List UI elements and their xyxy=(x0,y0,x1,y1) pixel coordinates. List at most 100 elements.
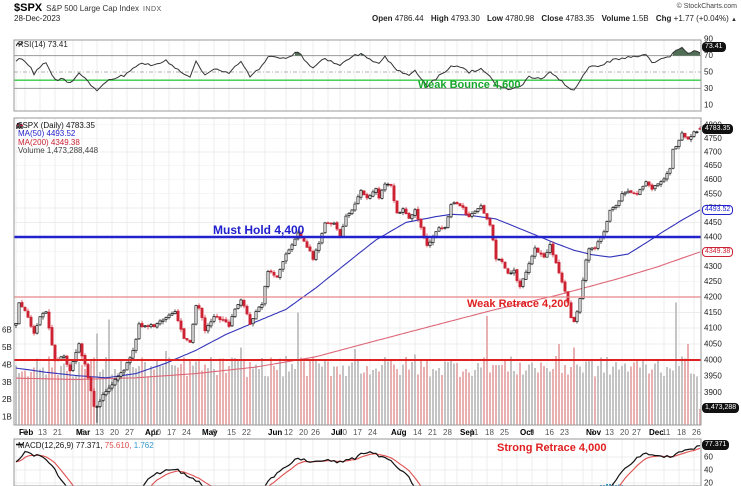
svg-text:22: 22 xyxy=(242,428,251,437)
svg-text:8: 8 xyxy=(212,428,217,437)
svg-text:11: 11 xyxy=(470,428,479,437)
svg-text:11: 11 xyxy=(662,428,671,437)
ma200-line xyxy=(15,251,701,380)
svg-text:4600: 4600 xyxy=(704,175,722,184)
svg-text:21: 21 xyxy=(53,428,62,437)
svg-text:20: 20 xyxy=(110,428,119,437)
price-legend: $SPX (Daily) 4783.35 MA(50) 4493.52 MA(2… xyxy=(16,121,98,156)
svg-text:13: 13 xyxy=(95,428,104,437)
header: $SPX S&P 500 Large Cap Index INDX xyxy=(14,2,162,14)
svg-text:Feb: Feb xyxy=(19,428,33,437)
svg-text:4400: 4400 xyxy=(704,233,722,242)
macd-line xyxy=(15,445,701,486)
svg-text:4550: 4550 xyxy=(704,189,722,198)
svg-text:May: May xyxy=(202,428,218,437)
symbol-name: S&P 500 Large Cap Index xyxy=(46,4,139,13)
annotation-weak-retrace: Weak Retrace 4,200 xyxy=(467,298,570,310)
svg-text:Jun: Jun xyxy=(268,428,282,437)
svg-text:27: 27 xyxy=(632,428,641,437)
svg-text:4B: 4B xyxy=(2,360,12,369)
svg-text:26: 26 xyxy=(692,428,701,437)
svg-text:10: 10 xyxy=(704,100,713,109)
volume-label: Volume xyxy=(601,14,630,23)
volume-bars xyxy=(14,302,701,425)
svg-text:23: 23 xyxy=(560,428,569,437)
svg-text:6B: 6B xyxy=(2,326,12,335)
svg-text:4000: 4000 xyxy=(704,355,722,364)
svg-text:4300: 4300 xyxy=(704,262,722,271)
svg-text:Jul: Jul xyxy=(331,428,343,437)
open-label: Open xyxy=(372,14,393,23)
svg-text:28: 28 xyxy=(443,428,452,437)
svg-text:6: 6 xyxy=(590,428,595,437)
svg-text:4050: 4050 xyxy=(704,339,722,348)
svg-text:17: 17 xyxy=(353,428,362,437)
svg-text:50: 50 xyxy=(704,68,713,77)
rsi-value-box: 73.41 xyxy=(702,42,726,52)
svg-text:60: 60 xyxy=(704,453,713,462)
svg-text:21: 21 xyxy=(428,428,437,437)
macd-legend: MACD(12,26,9) 77.371, 75.610, 1.762 xyxy=(16,441,154,450)
svg-text:6: 6 xyxy=(80,428,85,437)
price-value-box: 4783.35 xyxy=(702,124,734,134)
credit: © StockCharts.com xyxy=(676,3,737,10)
svg-text:4750: 4750 xyxy=(704,134,722,143)
macd-value-box: 77.371 xyxy=(702,440,730,450)
svg-text:16: 16 xyxy=(545,428,554,437)
exchange-tag: INDX xyxy=(142,6,162,13)
svg-text:Apr: Apr xyxy=(145,428,159,437)
low-label: Low xyxy=(487,14,504,23)
svg-text:17: 17 xyxy=(167,428,176,437)
svg-text:1B: 1B xyxy=(2,413,12,422)
annotation-weak-bounce: Weak Bounce 4,600 xyxy=(418,79,521,91)
macd-signal-line xyxy=(15,447,701,486)
symbol: $SPX xyxy=(14,2,43,14)
svg-text:4100: 4100 xyxy=(704,324,722,333)
annotation-strong-retrace: Strong Retrace 4,000 xyxy=(497,442,607,454)
close-label: Close xyxy=(541,14,564,23)
svg-text:Dec: Dec xyxy=(649,428,664,437)
svg-text:5B: 5B xyxy=(2,343,12,352)
svg-text:25: 25 xyxy=(500,428,509,437)
open-value: 4786.44 xyxy=(394,14,424,23)
svg-text:4450: 4450 xyxy=(704,218,722,227)
svg-text:12: 12 xyxy=(284,428,293,437)
svg-text:20: 20 xyxy=(620,428,629,437)
svg-text:26: 26 xyxy=(311,428,320,437)
svg-text:14: 14 xyxy=(413,428,422,437)
svg-text:3900: 3900 xyxy=(704,388,722,397)
svg-text:20: 20 xyxy=(704,479,713,486)
svg-text:18: 18 xyxy=(677,428,686,437)
svg-text:24: 24 xyxy=(368,428,377,437)
candlesticks xyxy=(14,126,701,423)
high-label: High xyxy=(430,14,449,23)
chart-date: 28-Dec-2023 xyxy=(14,14,61,23)
svg-text:9: 9 xyxy=(530,428,535,437)
svg-text:24: 24 xyxy=(182,428,191,437)
svg-text:20: 20 xyxy=(299,428,308,437)
svg-text:2B: 2B xyxy=(2,395,12,404)
svg-text:4150: 4150 xyxy=(704,308,722,317)
svg-text:4250: 4250 xyxy=(704,277,722,286)
svg-text:4700: 4700 xyxy=(704,147,722,156)
annotation-must-hold: Must Hold 4,400 xyxy=(213,223,305,237)
svg-text:13: 13 xyxy=(605,428,614,437)
rsi-legend: RSI(14) 73.41 xyxy=(16,40,68,49)
close-value: 4783.35 xyxy=(565,14,595,23)
svg-text:Nov: Nov xyxy=(586,428,602,437)
svg-text:7: 7 xyxy=(398,428,403,437)
svg-text:13: 13 xyxy=(38,428,47,437)
svg-text:27: 27 xyxy=(125,428,134,437)
volume-value-box: 1,473,288 xyxy=(702,403,740,413)
svg-text:15: 15 xyxy=(227,428,236,437)
svg-text:40: 40 xyxy=(704,466,713,475)
svg-text:3950: 3950 xyxy=(704,372,722,381)
volume-value: 1.5B xyxy=(632,14,649,23)
quote-row: Open 4786.44 High 4793.30 Low 4780.98 Cl… xyxy=(367,14,737,23)
svg-text:10: 10 xyxy=(338,428,347,437)
ma50-line xyxy=(15,209,701,379)
svg-text:3B: 3B xyxy=(2,378,12,387)
ma50-value-box: 4493.52 xyxy=(702,205,734,215)
